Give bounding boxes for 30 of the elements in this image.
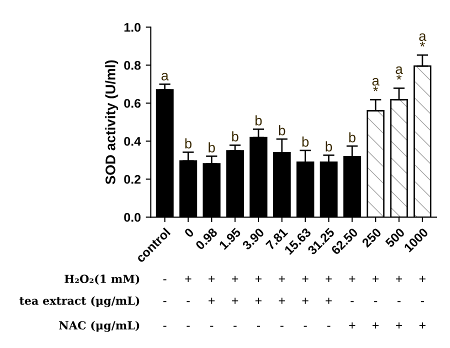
data-label: b: [349, 132, 356, 142]
text: NAC (μg/mL): [59, 320, 140, 332]
x-tick-label: 250: [361, 227, 382, 248]
data-label: b: [185, 138, 192, 148]
y-tick-label: 1.0: [124, 22, 141, 32]
data-label: a *: [396, 66, 403, 80]
data-label: b: [326, 141, 332, 152]
text: H₂O₂(1 mM): [64, 274, 140, 285]
text: - + + + + + + + + + + +: [163, 276, 426, 282]
data-label: a: [162, 72, 169, 80]
x-tick-label: 0.98: [195, 227, 218, 250]
text: - - + + + + + + - - - -: [163, 298, 424, 304]
text: tea extract (μg/mL): [20, 296, 140, 308]
y-tick-label: 0.0: [124, 212, 141, 222]
data-label: b: [302, 136, 309, 147]
y-tick-label: 0.2: [124, 174, 141, 184]
y-tick-label: 0.6: [124, 98, 141, 108]
data-label: b: [232, 131, 238, 142]
x-tick-label: 3.90: [242, 227, 265, 250]
text: - - - - - - - - + + + +: [163, 322, 426, 329]
data-label: b: [208, 142, 215, 152]
y-tick-label: 0.8: [124, 60, 141, 70]
y-tick-label: 0.4: [124, 136, 141, 146]
data-label: b: [256, 115, 262, 126]
data-label: a *: [419, 33, 426, 47]
x-tick-label: 500: [384, 227, 406, 248]
data-label: b: [278, 125, 286, 136]
data-label: a *: [372, 78, 380, 92]
y-axis-title: SOD activity (U/ml): [105, 60, 118, 184]
x-tick-label: 0: [184, 227, 194, 238]
